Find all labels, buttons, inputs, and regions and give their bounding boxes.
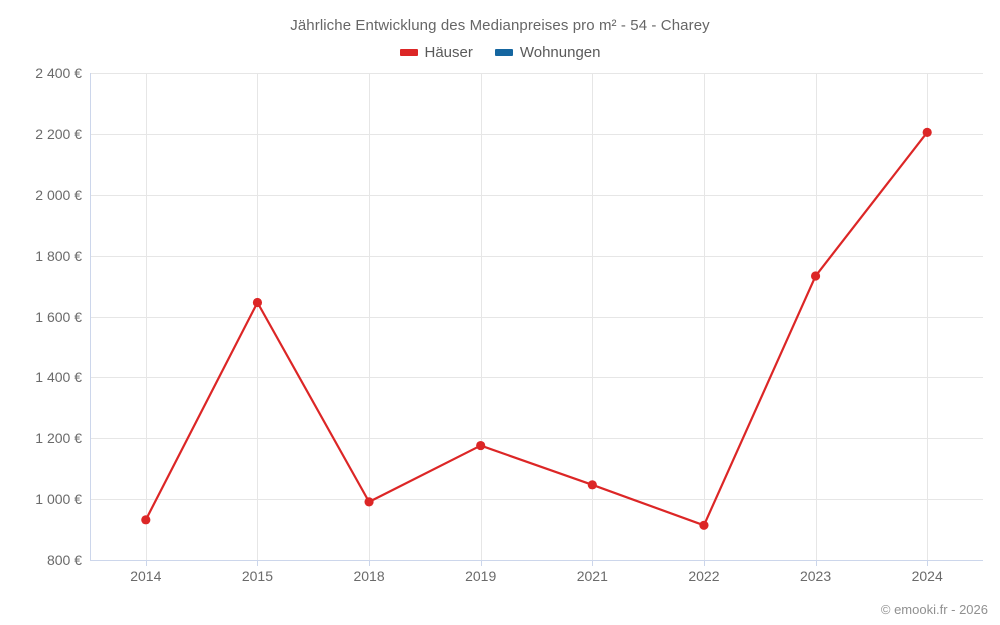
x-axis-tick-mark [592, 560, 593, 566]
series-line-häuser [144, 131, 929, 527]
gridline-horizontal [90, 134, 983, 135]
x-axis-labels: 2014 2015 2018 2019 2021 2022 2023 2024 [90, 568, 983, 588]
gridline-horizontal [90, 377, 983, 378]
y-axis-tick-label: 800 € [46, 552, 82, 568]
y-axis-tick-label: 2 400 € [35, 65, 82, 81]
series-layer [141, 127, 932, 530]
x-axis-tick-label: 2021 [576, 568, 608, 584]
y-axis-tick-label: 2 000 € [35, 186, 82, 203]
y-axis-tick-label: 1 200 € [35, 430, 82, 447]
legend-item-label: Wohnungen [519, 44, 601, 61]
gridline-vertical [146, 73, 147, 560]
x-axis-tick-label: 2015 [241, 568, 274, 584]
gridline-vertical [257, 73, 258, 560]
x-axis-tick-mark [816, 560, 817, 566]
legend-swatch-icon [399, 49, 418, 56]
x-axis-tick-label: 2019 [465, 568, 497, 584]
data-point[interactable] [922, 127, 932, 137]
chart-legend: Häuser Wohnungen [0, 44, 1000, 61]
x-axis-tick-label: 2018 [353, 568, 385, 584]
gridline-horizontal [90, 438, 983, 439]
y-axis-tick-label: 1 800 € [35, 247, 82, 264]
chart-title: Jährliche Entwicklung des Medianpreises … [290, 17, 710, 34]
x-axis-tick-mark [704, 560, 705, 566]
gridline-horizontal [90, 499, 983, 500]
legend-item-häuser[interactable]: Häuser [399, 44, 473, 61]
data-point[interactable] [141, 515, 151, 525]
x-axis-tick-label: 2024 [911, 568, 943, 584]
data-point[interactable] [699, 520, 709, 530]
y-axis-line [90, 73, 91, 561]
x-axis-tick-mark [257, 560, 258, 566]
legend-item-label: Häuser [424, 44, 473, 61]
x-axis-tick-mark [927, 560, 928, 566]
gridline-vertical [369, 73, 370, 560]
data-point[interactable] [252, 297, 263, 308]
y-axis-tick-label: 1 600 € [35, 308, 82, 325]
x-axis-tick-mark [146, 560, 147, 566]
x-axis-tick-label: 2014 [130, 568, 162, 584]
data-point[interactable] [364, 497, 374, 507]
x-axis-line [90, 560, 983, 561]
gridline-horizontal [90, 73, 983, 74]
data-point[interactable] [587, 480, 597, 490]
gridline-vertical [816, 73, 817, 560]
gridline-horizontal [90, 195, 983, 196]
x-axis-tick-label: 2022 [688, 568, 720, 584]
y-axis-labels: 800 € 1 000 € 1 200 € 1 400 € 1 600 € 1 800 €… [0, 65, 82, 568]
gridline-vertical [592, 73, 593, 560]
gridline-vertical [927, 73, 928, 560]
plot-area [90, 73, 983, 561]
y-axis-tick-label: 1 400 € [35, 369, 82, 386]
y-axis-tick-label: 1 000 € [35, 491, 82, 508]
gridline-vertical [481, 73, 482, 560]
x-axis-tick-label: 2023 [799, 568, 832, 584]
legend-swatch-icon [494, 49, 513, 56]
x-axis-tick-mark [481, 560, 482, 566]
legend-item-wohnungen[interactable]: Wohnungen [494, 44, 601, 61]
x-axis-tick-mark [369, 560, 370, 566]
data-point[interactable] [476, 440, 486, 451]
gridline-horizontal [90, 256, 983, 257]
gridline-horizontal [90, 317, 983, 318]
data-point[interactable] [810, 271, 821, 281]
plot-background [90, 73, 983, 560]
gridline-vertical [704, 73, 705, 560]
y-axis-tick-label: 2 200 € [35, 125, 82, 142]
credits-label: © emooki.fr - 2026 [880, 602, 988, 617]
